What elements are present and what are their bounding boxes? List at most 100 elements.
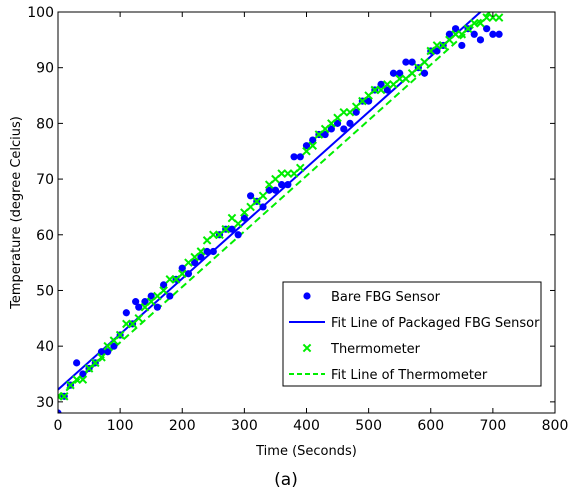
data-point-series-1 [340,125,348,133]
x-tick-label: 100 [107,418,134,434]
data-point-series-1 [402,58,410,66]
data-point-series-1 [383,86,391,94]
data-point-series-1 [135,303,143,311]
legend-entry: Fit Line of Packaged FBG Sensor [289,316,540,331]
data-point-series-1 [321,130,329,139]
data-point-series-1 [191,259,199,267]
data-point-series-1 [483,25,491,33]
data-point-series-1 [153,303,161,311]
x-axis: 0 100 200 300 400 500 600 700 800 [54,12,569,434]
data-point-series-1 [296,153,304,161]
y-tick-label: 100 [27,5,54,21]
y-tick-label: 70 [36,172,54,188]
legend-box [282,281,542,387]
data-point-series-1 [290,153,298,161]
data-point-series-1 [352,108,360,116]
x-tick-label: 600 [417,418,444,434]
legend-label: Fit Line of Packaged FBG Sensor [331,316,540,331]
data-point-series-1 [445,30,453,38]
data-point-series-1 [346,119,354,127]
plot-area [58,12,504,413]
data-point-series-1 [234,231,242,239]
legend-entry: Thermometer [302,342,421,357]
data-point-series-1 [246,192,255,200]
data-point-series-1 [377,80,385,89]
data-point-series-1 [147,292,155,300]
data-point-series-1 [166,292,174,300]
x-tick-label: 500 [355,418,382,434]
x-tick-label: 800 [542,418,569,434]
data-point-series-1 [365,97,373,105]
x-tick-label: 200 [169,418,196,434]
data-point-series-1 [97,348,106,356]
y-axis-label: Temperature (degree Celcius) [9,116,24,310]
y-tick-label: 90 [36,61,54,77]
data-point-series-1 [259,203,267,211]
legend-marker-swatch [303,292,311,300]
x-tick-label: 0 [54,418,63,434]
data-point-series-1 [104,348,112,356]
data-point-series-1 [284,181,292,189]
data-point-series-3 [295,163,305,173]
legend-entry: Fit Line of Thermometer [289,368,488,383]
data-point-series-1 [197,253,205,261]
data-point-series-1 [408,58,416,66]
data-point-series-1 [489,30,497,38]
data-point-series-3 [308,141,318,150]
data-point-series-3 [177,269,187,279]
data-point-series-3 [494,13,504,22]
legend: Bare FBG Sensor Fit Line of Packaged FBG … [282,281,542,387]
data-point-series-1 [433,47,441,55]
data-point-series-1 [209,247,217,256]
data-point-series-1 [132,298,140,306]
data-point-series-1 [327,125,335,133]
series-line-4 [58,12,491,399]
data-point-series-3 [196,247,206,256]
figure-caption: (a) [274,470,298,490]
data-point-series-3 [420,57,429,67]
data-point-series-1 [396,69,404,77]
data-point-series-1 [203,247,211,256]
data-point-series-1 [228,225,236,233]
data-point-series-1 [160,281,168,289]
data-point-series-3 [115,330,125,340]
y-tick-label: 40 [36,339,54,355]
legend-marker-swatch [302,343,312,353]
data-point-series-1 [470,30,478,38]
data-point-series-1 [309,136,317,144]
data-point-series-1 [420,69,429,77]
data-point-series-1 [141,298,149,306]
data-point-series-3 [159,286,168,295]
data-point-series-1 [495,30,503,38]
data-point-series-1 [476,36,485,44]
data-point-series-3 [258,191,268,201]
data-point-series-1 [278,181,286,189]
data-point-series-1 [452,25,460,33]
data-point-series-1 [122,309,130,317]
x-tick-label: 400 [293,418,320,434]
data-point-series-3 [134,314,144,323]
data-point-series-1 [110,342,118,350]
legend-label: Fit Line of Thermometer [331,368,488,383]
legend-label: Thermometer [330,342,421,357]
y-tick-label: 50 [36,283,54,299]
x-tick-label: 700 [480,418,507,434]
y-tick-label: 30 [36,395,54,411]
data-point-series-1 [240,214,248,222]
data-point-series-3 [221,224,231,234]
data-point-series-1 [178,264,186,272]
data-point-series-1 [73,359,81,367]
data-point-series-1 [79,370,87,378]
data-point-series-3 [233,219,243,228]
data-point-series-1 [302,142,311,150]
legend-label: Bare FBG Sensor [331,290,441,305]
y-tick-label: 60 [36,228,54,244]
data-point-series-1 [333,119,342,127]
data-point-series-1 [58,409,62,413]
data-point-series-3 [59,391,69,401]
data-point-series-1 [271,186,280,194]
y-tick-label: 80 [36,116,54,132]
data-point-series-3 [78,375,88,384]
data-point-series-1 [265,186,273,194]
